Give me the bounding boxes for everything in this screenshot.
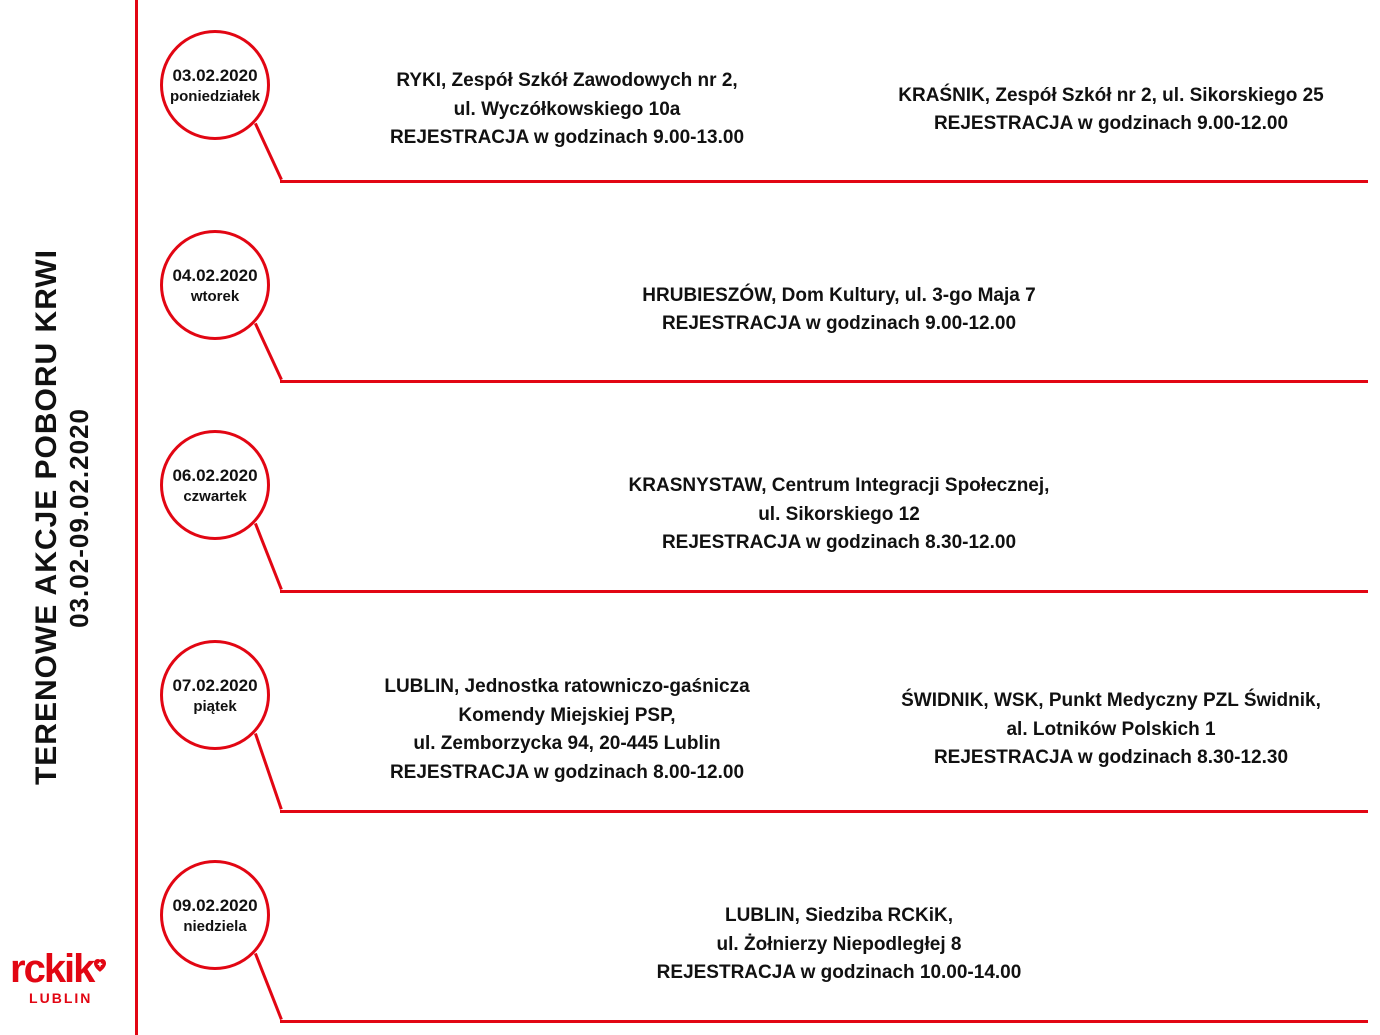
- page-subtitle: 03.02-09.02.2020: [64, 408, 95, 628]
- day-text: piątek: [193, 698, 236, 715]
- date-circle: 03.02.2020 poniedziałek: [160, 30, 270, 140]
- logo-sub: LUBLIN: [10, 991, 111, 1005]
- entry-content: LUBLIN, Siedziba RCKiK,ul. Żołnierzy Nie…: [310, 870, 1368, 1020]
- date-text: 03.02.2020: [172, 66, 257, 86]
- entry-content: RYKI, Zespół Szkół Zawodowych nr 2,ul. W…: [310, 40, 1368, 180]
- timeline-entry: 06.02.2020 czwartek KRASNYSTAW, Centrum In…: [160, 430, 1368, 590]
- entry-underline: [280, 380, 1368, 383]
- connector-line: [254, 323, 283, 380]
- entry-column: LUBLIN, Siedziba RCKiK,ul. Żołnierzy Nie…: [310, 902, 1368, 988]
- date-circle: 04.02.2020 wtorek: [160, 230, 270, 340]
- date-circle: 09.02.2020 niedziela: [160, 860, 270, 970]
- timeline-entry: 07.02.2020 piątek LUBLIN, Jednostka ratown…: [160, 640, 1368, 810]
- entry-column: ŚWIDNIK, WSK, Punkt Medyczny PZL Świdnik…: [854, 687, 1368, 773]
- timeline-entry: 09.02.2020 niedziela LUBLIN, Siedziba RCKi…: [160, 860, 1368, 1020]
- day-text: wtorek: [191, 288, 239, 305]
- entry-underline: [280, 590, 1368, 593]
- timeline-entry: 03.02.2020 poniedziałek RYKI, Zespół Szkół…: [160, 30, 1368, 180]
- timeline-entry: 04.02.2020 wtorek HRUBIESZÓW, Dom Kultury,…: [160, 230, 1368, 380]
- date-text: 06.02.2020: [172, 466, 257, 486]
- entry-column: KRAŚNIK, Zespół Szkół nr 2, ul. Sikorski…: [854, 82, 1368, 139]
- connector-line: [254, 953, 283, 1020]
- entry-underline: [280, 1020, 1368, 1023]
- entry-content: HRUBIESZÓW, Dom Kultury, ul. 3-go Maja 7…: [310, 240, 1368, 380]
- logo-text: rckik: [10, 947, 93, 991]
- day-text: poniedziałek: [170, 88, 260, 105]
- entry-underline: [280, 180, 1368, 183]
- heart-icon: [91, 941, 109, 959]
- entry-column: RYKI, Zespół Szkół Zawodowych nr 2,ul. W…: [310, 67, 824, 153]
- connector-line: [254, 733, 283, 810]
- entry-column: KRASNYSTAW, Centrum Integracji Społeczne…: [310, 472, 1368, 558]
- date-text: 09.02.2020: [172, 896, 257, 916]
- entry-content: KRASNYSTAW, Centrum Integracji Społeczne…: [310, 440, 1368, 590]
- entry-content: LUBLIN, Jednostka ratowniczo-gaśniczaKom…: [310, 650, 1368, 810]
- day-text: czwartek: [183, 488, 246, 505]
- timeline: 03.02.2020 poniedziałek RYKI, Zespół Szkół…: [160, 30, 1368, 1015]
- connector-line: [254, 523, 283, 590]
- page-title: TERENOWE AKCJE POBORU KRWI: [30, 249, 64, 785]
- vertical-timeline-line: [135, 0, 138, 1035]
- entry-column: LUBLIN, Jednostka ratowniczo-gaśniczaKom…: [310, 673, 824, 787]
- logo: rckik LUBLIN: [10, 949, 111, 1005]
- date-circle: 06.02.2020 czwartek: [160, 430, 270, 540]
- date-circle: 07.02.2020 piątek: [160, 640, 270, 750]
- date-text: 04.02.2020: [172, 266, 257, 286]
- side-titles: TERENOWE AKCJE POBORU KRWI 03.02-09.02.2…: [0, 0, 130, 1035]
- entry-column: HRUBIESZÓW, Dom Kultury, ul. 3-go Maja 7…: [310, 282, 1368, 339]
- entry-underline: [280, 810, 1368, 813]
- day-text: niedziela: [183, 918, 246, 935]
- connector-line: [254, 123, 283, 180]
- date-text: 07.02.2020: [172, 676, 257, 696]
